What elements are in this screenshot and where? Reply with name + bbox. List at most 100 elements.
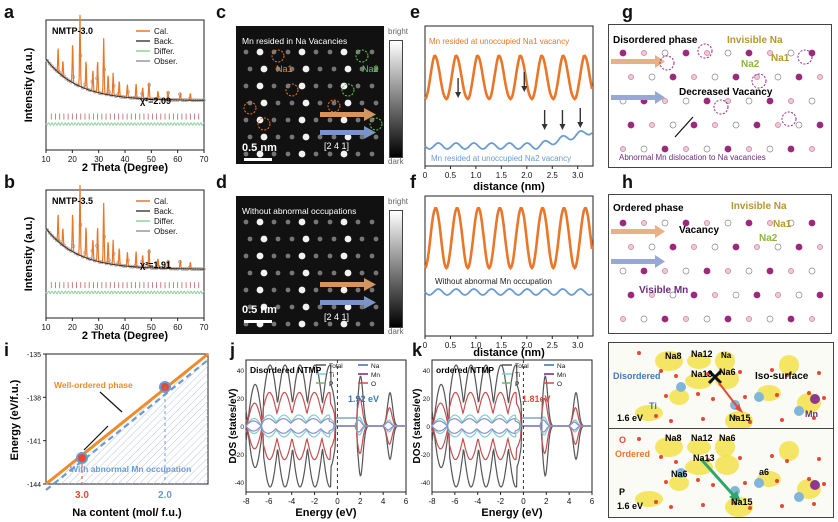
o-atom — [785, 459, 789, 463]
phase-label: Disordered phase — [613, 35, 698, 46]
atom-column — [271, 219, 277, 225]
atom-column — [285, 321, 291, 327]
dos-down — [431, 425, 592, 434]
x-tick-label: 40 — [121, 323, 130, 332]
legend-label: Total — [329, 363, 343, 370]
phase-label: Ordered — [615, 449, 651, 459]
legend-label: Differ. — [154, 47, 175, 56]
mn-atom — [669, 73, 677, 81]
vacancy-site — [774, 243, 782, 251]
atom-column — [260, 235, 268, 243]
series-back — [45, 58, 204, 101]
mn-atom — [703, 97, 711, 105]
energy-label: 1.6 eV — [617, 501, 644, 511]
dos-chart-j: Disordered NTMP 1.92 eV Total Na Ti Mn P O -8… — [228, 359, 409, 519]
vacancy-site — [808, 97, 816, 105]
scale-bar — [244, 320, 272, 323]
x-tick-label: 0 — [521, 497, 526, 506]
vacancy-site — [732, 291, 740, 299]
mn-atom — [690, 121, 698, 129]
iso-surface-lobe — [655, 437, 683, 457]
mn-atom — [619, 219, 627, 227]
ti-atom — [754, 74, 760, 80]
atom-label: Na13 — [693, 453, 715, 463]
vacancy-ring — [327, 99, 341, 113]
ti-atom — [809, 146, 815, 152]
colorbar — [389, 40, 403, 158]
legend-label: P — [329, 381, 333, 388]
mn-atom — [690, 291, 698, 299]
o-atom — [669, 419, 673, 423]
vacancy-site — [745, 97, 753, 105]
obs-point — [47, 61, 52, 66]
vacancy-site — [795, 291, 803, 299]
legend-well-ordered: Well-ordered phase — [54, 380, 133, 390]
atom-column — [298, 286, 306, 294]
mn-atom — [745, 49, 753, 57]
vacancy-ring — [285, 83, 299, 97]
legend-label: Cal. — [154, 27, 168, 36]
profile-chart-e: Mn resided at unoccupied Na1 vacancy Mn … — [423, 25, 594, 193]
atom-column — [243, 219, 249, 225]
obs-point — [45, 58, 50, 63]
mn-atom — [682, 219, 690, 227]
atom-column — [340, 218, 348, 226]
x-tick-label: -8 — [428, 497, 436, 506]
x-tick-label: 3.0 — [572, 341, 584, 350]
dislocation-ring — [713, 99, 729, 115]
obs-point — [47, 231, 52, 235]
mn-atom — [619, 49, 627, 57]
atom-column — [313, 117, 319, 123]
x-tick-label: 50 — [147, 155, 156, 164]
ti-atom — [641, 50, 647, 56]
vacancy-site — [669, 291, 677, 299]
atom-column — [302, 99, 310, 107]
atom-column — [355, 321, 361, 327]
panel-label-i: i — [4, 340, 10, 360]
x-tick-label: 2.5 — [547, 341, 559, 350]
atom-column — [298, 48, 306, 56]
atom-column — [369, 151, 375, 157]
o-atom — [807, 391, 811, 395]
o-atom — [674, 374, 678, 378]
ti-atom — [712, 292, 718, 298]
legend-label: Ti — [515, 372, 520, 379]
x-tick-label: 0.5 — [445, 341, 457, 350]
x-axis-label: 2 Theta (Degree) — [82, 162, 169, 174]
mn-atom — [661, 315, 669, 323]
colorbar-bright: bright — [388, 197, 409, 206]
legend-label: Na — [557, 363, 566, 370]
atom-label: Na15 — [731, 497, 753, 507]
atom-column — [243, 117, 249, 123]
atom-column — [247, 66, 253, 72]
vacancy-site — [682, 267, 690, 275]
vacancy-site — [787, 49, 795, 57]
colorbar-dark: dark — [388, 157, 404, 166]
y-tick-label: -20 — [421, 452, 431, 459]
y-tick-label: 0 — [240, 424, 244, 431]
arrow-blue — [611, 95, 655, 100]
atom-column — [271, 117, 277, 123]
stem-title: Mn resided in Na Vacancies — [242, 36, 348, 46]
series-differ — [45, 290, 205, 295]
ti-atom — [712, 122, 718, 128]
x-tick-label: 1.0 — [470, 171, 482, 180]
atom-column — [275, 236, 281, 242]
atom-column — [260, 303, 268, 311]
obs-point — [50, 233, 54, 238]
mn-atom — [816, 291, 824, 299]
vacancy-site — [711, 73, 719, 81]
series-back — [45, 228, 204, 270]
atom-column — [275, 66, 281, 72]
legend-na2: Mn resided at unoccupied Na2 vacancy — [431, 154, 571, 163]
atom-column — [247, 100, 253, 106]
series-orange — [424, 54, 594, 101]
path-arrow-head — [735, 404, 743, 413]
o-atom — [748, 506, 752, 510]
atom-column — [340, 48, 348, 56]
legend-label: Obser. — [154, 57, 178, 66]
vacancy-label: Vacancy — [679, 225, 720, 236]
mn-atom — [661, 145, 669, 153]
atom-column — [344, 65, 352, 73]
iso-surface-label: Iso-surface — [755, 371, 809, 382]
